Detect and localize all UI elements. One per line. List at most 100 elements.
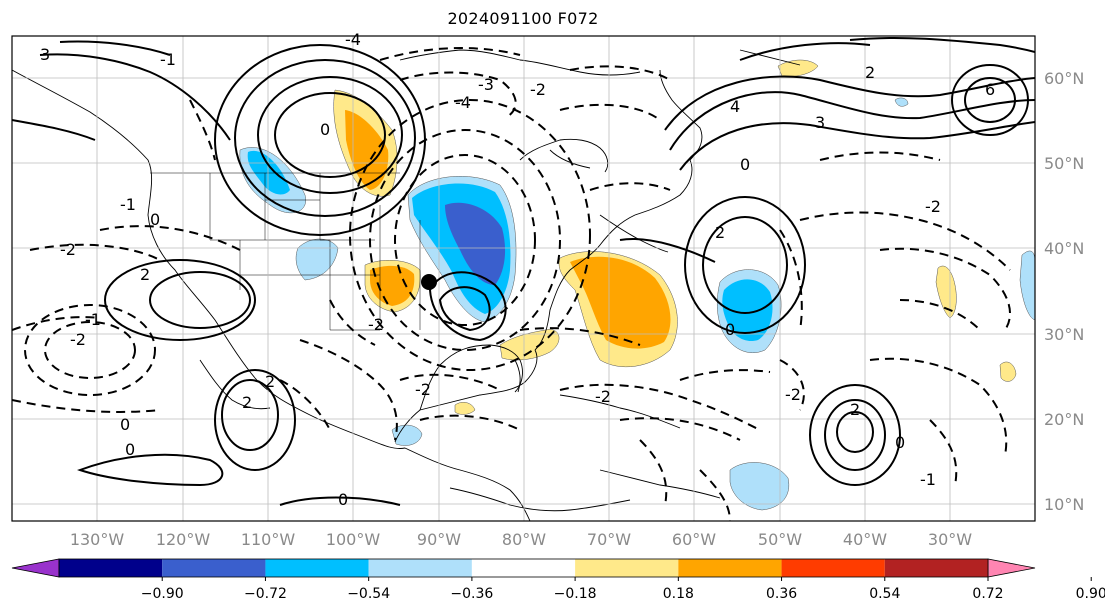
contour-label: 4 — [730, 97, 740, 116]
lon-label: 60°W — [672, 530, 716, 549]
contour-label: 2 — [242, 393, 252, 412]
contour-label: -2 — [530, 80, 546, 99]
contour-label: 0 — [120, 415, 130, 434]
shade-orange-canada — [345, 110, 389, 190]
colorbar-segment — [265, 559, 369, 577]
contour-label: 6 — [985, 80, 995, 99]
lon-label: 70°W — [587, 530, 631, 549]
state-borders — [150, 172, 421, 331]
coastlines — [12, 49, 801, 521]
lat-label: 60°N — [1044, 69, 1084, 88]
contour-label: -2 — [785, 385, 801, 404]
colorbar-tick-label: −0.90 — [141, 586, 184, 602]
contour-label: -4 — [345, 30, 361, 49]
contour-label: -4 — [455, 93, 471, 112]
contour-label: 2 — [265, 372, 275, 391]
gridlines — [12, 36, 1035, 521]
contour-label: -2 — [595, 387, 611, 406]
contour-label: 0 — [320, 120, 330, 139]
contour-label: 3 — [40, 45, 50, 64]
colorbar-tick-label: 0.90 — [1076, 586, 1105, 602]
lat-label: 30°N — [1044, 325, 1084, 344]
colorbar-frame — [58, 558, 989, 578]
map-panel — [12, 36, 1035, 521]
contour-label: 3 — [815, 113, 825, 132]
shade-light-blue-tropics — [729, 462, 790, 511]
contour-label: 2 — [850, 400, 860, 419]
shade-light-yellow-east1 — [935, 265, 957, 319]
colorbar-tick-label: −0.18 — [554, 586, 597, 602]
shade-blue-atlantic — [722, 279, 773, 342]
colorbar-tick-label: −0.72 — [244, 586, 287, 602]
contour-label: 0 — [150, 210, 160, 229]
colorbar-extend-high — [987, 558, 1036, 578]
colorbar-segments — [58, 558, 989, 578]
lon-label: 50°W — [758, 530, 802, 549]
colorbar-ticks: −0.90 −0.72 −0.54 −0.36 −0.18 0.18 0.36 0.54 0.7… — [141, 577, 1105, 602]
shade-light-yellow-carib — [454, 402, 476, 415]
contour-label: 2 — [140, 265, 150, 284]
contour-labels: 3 -4 -1 0 -3 -2 -4 4 6 3 2 -1 2 -2 0 -1 … — [40, 30, 995, 509]
contour-label: 0 — [740, 155, 750, 174]
lat-label: 50°N — [1044, 154, 1084, 173]
contour-label: -1 — [920, 470, 936, 489]
shade-blue-rockies — [247, 150, 290, 195]
shade-dark-blue-greatlakes — [445, 202, 506, 285]
contour-label: 0 — [725, 320, 735, 339]
colorbar: −0.90 −0.72 −0.54 −0.36 −0.18 0.18 0.36 0.54 0.7… — [11, 558, 1105, 602]
lon-label: 80°W — [502, 530, 546, 549]
contours-negative — [12, 47, 1011, 521]
latitude-labels: 60°N 50°N 40°N 30°N 20°N 10°N — [1044, 69, 1084, 514]
lon-label: 40°W — [843, 530, 887, 549]
shade-light-yellow-east2 — [999, 361, 1017, 382]
lon-label: 130°W — [70, 530, 125, 549]
contour-label: 0 — [895, 433, 905, 452]
shade-orange-atlantic — [570, 256, 671, 349]
shade-light-blue-north — [894, 97, 909, 107]
colorbar-segment — [575, 559, 679, 577]
contour-label: 0 — [125, 440, 135, 459]
contour-label: -2 — [925, 197, 941, 216]
longitude-labels: 130°W 120°W 110°W 100°W 90°W 80°W 70°W 6… — [70, 530, 972, 549]
contour-label: -1 — [160, 50, 176, 69]
colorbar-tick-label: 0.36 — [766, 586, 797, 602]
lon-label: 120°W — [156, 530, 211, 549]
colorbar-segment — [471, 559, 576, 577]
shaded-anomaly-fields — [239, 59, 1035, 511]
contour-label: -1 — [85, 310, 101, 329]
contours-positive — [12, 36, 1035, 506]
shade-orange-ozarks — [370, 265, 415, 306]
colorbar-extend-low — [11, 558, 60, 578]
lat-label: 10°N — [1044, 495, 1084, 514]
contour-label: -3 — [478, 75, 494, 94]
contour-label: -2 — [70, 330, 86, 349]
shade-light-blue-mexico — [391, 424, 423, 446]
lon-label: 110°W — [241, 530, 296, 549]
shade-light-blue-plains — [295, 238, 339, 281]
colorbar-segment — [59, 559, 163, 577]
colorbar-segment — [368, 559, 472, 577]
map-title: 2024091100 F072 — [447, 9, 599, 28]
lon-label: 100°W — [326, 530, 381, 549]
colorbar-tick-label: −0.54 — [347, 586, 390, 602]
colorbar-tick-label: 0.54 — [869, 586, 900, 602]
colorbar-tick-label: −0.36 — [450, 586, 493, 602]
storm-location-marker — [421, 274, 437, 290]
contour-label: -2 — [60, 240, 76, 259]
contour-label: -1 — [120, 195, 136, 214]
colorbar-tick-label: 0.72 — [972, 586, 1003, 602]
lon-label: 30°W — [928, 530, 972, 549]
contour-label: 0 — [338, 490, 348, 509]
lat-label: 20°N — [1044, 410, 1084, 429]
contour-label: 2 — [715, 223, 725, 242]
contour-label: -2 — [368, 315, 384, 334]
colorbar-tick-label: 0.18 — [663, 586, 694, 602]
lon-label: 90°W — [417, 530, 461, 549]
lat-label: 40°N — [1044, 239, 1084, 258]
contour-label: -2 — [415, 380, 431, 399]
colorbar-segment — [678, 559, 782, 577]
colorbar-segment — [162, 559, 266, 577]
colorbar-segment — [884, 559, 988, 577]
contour-label: 2 — [865, 63, 875, 82]
